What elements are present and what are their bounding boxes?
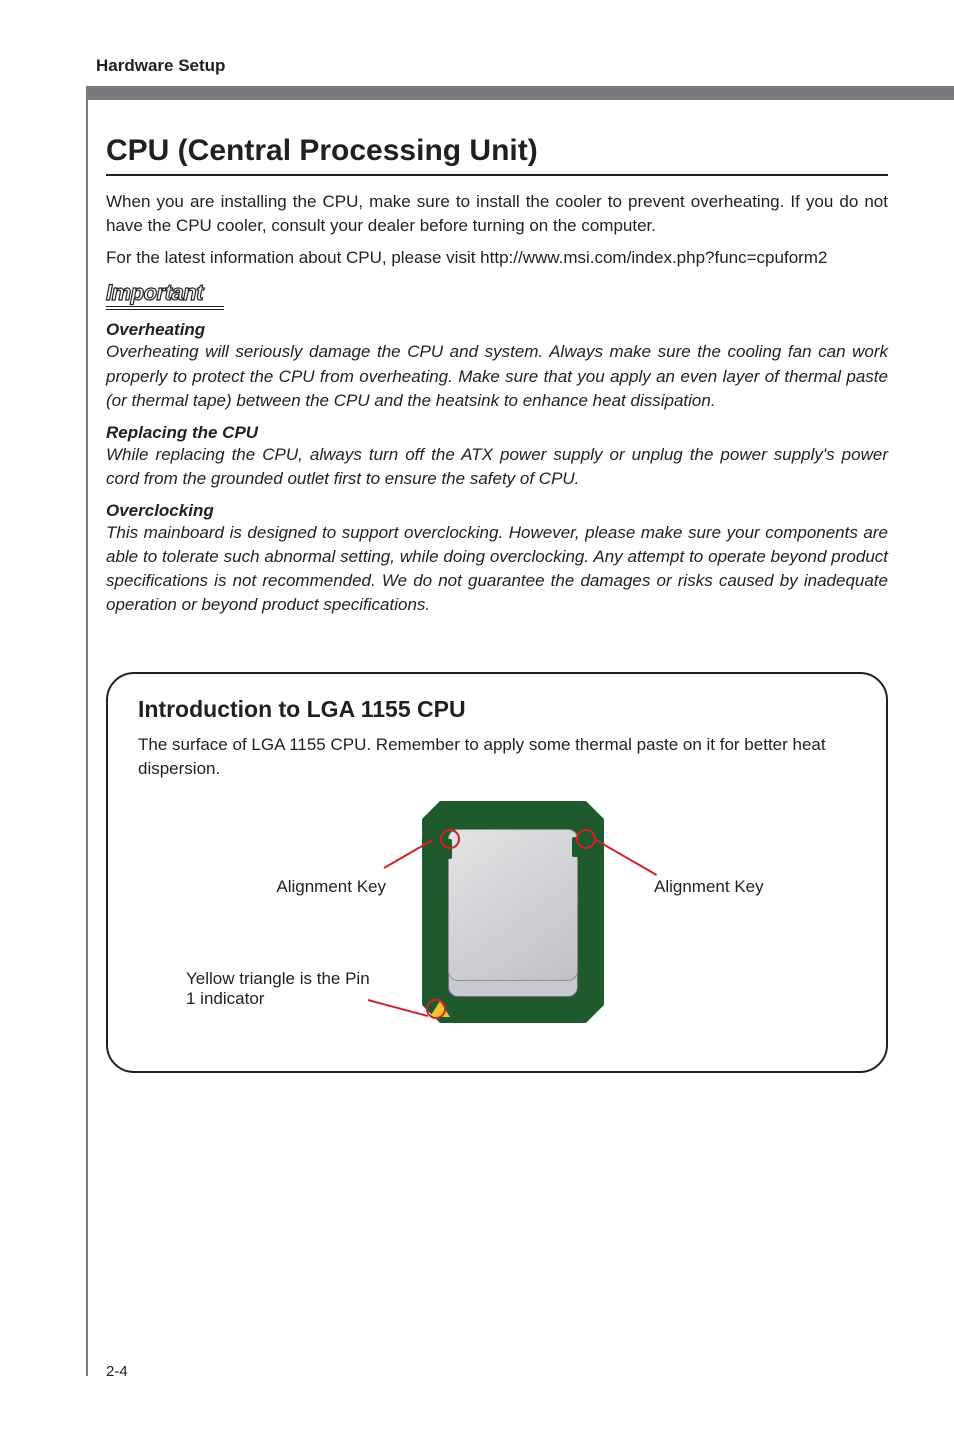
section-header: Hardware Setup	[96, 56, 954, 76]
cpu-diagram: Alignment Key Alignment Key Yellow trian…	[138, 801, 856, 1041]
callout-circle-pin1	[426, 999, 446, 1019]
callout-circle-left-key	[440, 829, 460, 849]
intro-paragraph-2: For the latest information about CPU, pl…	[106, 246, 888, 270]
label-alignment-key-right: Alignment Key	[654, 877, 764, 897]
cpu-ihs	[448, 829, 578, 981]
note-body-replacing: While replacing the CPU, always turn off…	[106, 443, 888, 491]
lga-intro-text: The surface of LGA 1155 CPU. Remember to…	[138, 733, 856, 781]
note-heading-replacing: Replacing the CPU	[106, 423, 888, 443]
pcb-corner-cut	[586, 1005, 604, 1023]
lga-intro-title: Introduction to LGA 1155 CPU	[138, 696, 856, 723]
label-pin1-indicator: Yellow triangle is the Pin 1 indicator	[186, 969, 376, 1009]
header-row: Hardware Setup	[96, 56, 954, 76]
lga-intro-box: Introduction to LGA 1155 CPU The surface…	[106, 672, 888, 1073]
note-body-overheating: Overheating will seriously damage the CP…	[106, 340, 888, 412]
label-alignment-key-left: Alignment Key	[246, 877, 386, 897]
intro-paragraph-1: When you are installing the CPU, make su…	[106, 190, 888, 238]
page-title: CPU (Central Processing Unit)	[106, 134, 888, 176]
page-number: 2-4	[106, 1363, 128, 1380]
pcb-corner-cut	[586, 801, 604, 819]
page: Hardware Setup CPU (Central Processing U…	[0, 0, 954, 1432]
side-rule	[86, 96, 88, 1376]
important-callout: Important	[106, 282, 224, 310]
important-label: Important	[106, 282, 224, 310]
note-body-overclocking: This mainboard is designed to support ov…	[106, 521, 888, 618]
note-heading-overclocking: Overclocking	[106, 501, 888, 521]
header-bar	[86, 86, 954, 100]
callout-circle-right-key	[576, 829, 596, 849]
content: CPU (Central Processing Unit) When you a…	[106, 100, 888, 1073]
pcb-corner-cut	[422, 801, 440, 819]
note-heading-overheating: Overheating	[106, 320, 888, 340]
